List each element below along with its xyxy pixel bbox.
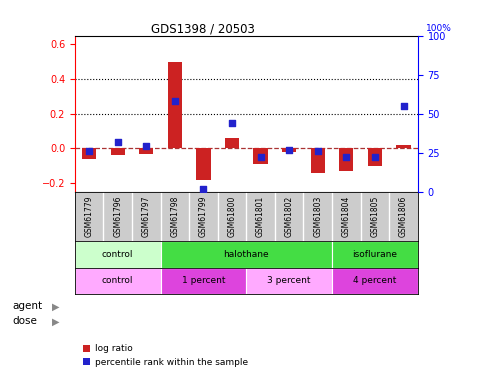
Text: GSM61802: GSM61802	[284, 196, 294, 237]
Point	[257, 154, 265, 160]
Bar	[397, 145, 411, 148]
Text: GSM61799: GSM61799	[199, 196, 208, 237]
Point	[228, 120, 236, 126]
Bar	[246, 268, 332, 294]
Text: GSM61805: GSM61805	[370, 196, 380, 237]
Point	[142, 144, 150, 150]
Bar	[368, 148, 382, 166]
Text: GSM61797: GSM61797	[142, 196, 151, 237]
Bar	[282, 148, 297, 152]
Text: ▶: ▶	[52, 302, 59, 311]
Point	[371, 154, 379, 160]
Text: 4 percent: 4 percent	[353, 276, 397, 285]
Bar	[196, 148, 211, 180]
Point	[342, 154, 350, 160]
Bar	[160, 241, 332, 268]
Bar	[225, 138, 239, 148]
Bar	[339, 148, 354, 171]
Bar	[168, 62, 182, 148]
Bar	[139, 148, 154, 154]
Bar	[332, 241, 418, 268]
Text: GSM61804: GSM61804	[342, 196, 351, 237]
Text: GSM61801: GSM61801	[256, 196, 265, 237]
Point	[85, 148, 93, 154]
Text: isoflurane: isoflurane	[353, 250, 398, 259]
Text: 1 percent: 1 percent	[182, 276, 225, 285]
Point	[199, 186, 207, 192]
Text: halothane: halothane	[224, 250, 269, 259]
Bar	[75, 241, 161, 268]
Bar	[160, 268, 246, 294]
Point	[285, 147, 293, 153]
Point	[114, 139, 122, 145]
Text: control: control	[102, 276, 133, 285]
Legend: log ratio, percentile rank within the sample: log ratio, percentile rank within the sa…	[79, 341, 252, 370]
Text: 3 percent: 3 percent	[268, 276, 311, 285]
Text: GSM61798: GSM61798	[170, 196, 179, 237]
Text: ▶: ▶	[52, 316, 59, 326]
Bar	[75, 268, 161, 294]
Text: GSM61779: GSM61779	[85, 196, 94, 237]
Point	[171, 98, 179, 104]
Text: dose: dose	[12, 316, 37, 326]
Bar	[254, 148, 268, 164]
Point	[399, 103, 407, 109]
Bar	[111, 148, 125, 155]
Text: GDS1398 / 20503: GDS1398 / 20503	[151, 22, 255, 36]
Text: 100%: 100%	[426, 24, 452, 33]
Text: control: control	[102, 250, 133, 259]
Bar	[82, 148, 96, 159]
Bar	[311, 148, 325, 172]
Text: agent: agent	[12, 302, 42, 311]
Bar	[332, 268, 418, 294]
Text: GSM61806: GSM61806	[399, 196, 408, 237]
Text: GSM61800: GSM61800	[227, 196, 237, 237]
Point	[314, 148, 322, 154]
Text: GSM61796: GSM61796	[113, 196, 122, 237]
Text: GSM61803: GSM61803	[313, 196, 322, 237]
